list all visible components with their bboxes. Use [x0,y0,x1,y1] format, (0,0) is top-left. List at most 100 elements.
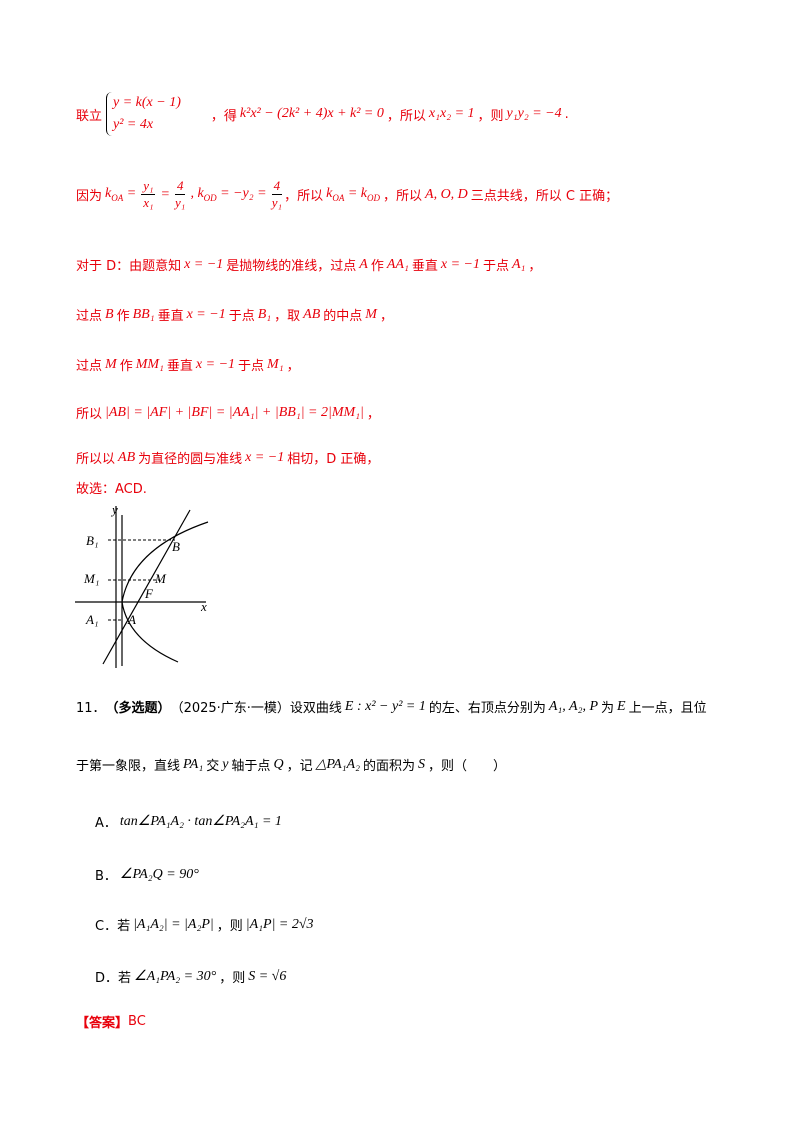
text: 于点 [482,259,509,274]
figure-label: M₁ [83,571,99,586]
solution-line: 所以 |AB| = |AF| + |BF| = |AA₁| + |BB₁| = 2… [76,403,380,423]
text: （多选题） [105,701,171,716]
text: B． [95,869,117,884]
text: 为直径的圆与准线 [138,452,243,467]
parabola [121,521,209,663]
math: Q [273,756,284,772]
text: 联立 [76,108,103,124]
math: MM₁ [135,356,164,372]
text: 垂直 [166,359,193,374]
text: 作 [370,259,384,274]
math: x = −1 [186,306,226,322]
text: 的面积为 [362,759,415,774]
math: x = −1 [195,356,236,372]
subscript: OD [203,193,217,203]
math: |A₁A₂| = |A₂P| [133,916,214,932]
solution-line: 故选：ACD. [76,478,147,497]
solution-line: 过点 B 作 BB₁ 垂直 x = −1 于点 B₁ ，取 AB 的中点 M， [76,305,393,325]
text: 过点 [76,359,103,374]
math: BB₁ [132,306,155,322]
text: 过点 [76,309,103,324]
figure: y x B₁ B M₁ M F A₁ A [75,502,209,668]
math: AA₁ [386,256,409,272]
math: S = √6 [248,968,287,984]
denominator: y₁ [271,195,282,210]
subscript: OD [367,193,380,203]
solution-line: 所以以 AB 为直径的圆与准线 x = −1 相切，D 正确， [76,448,380,468]
text: 于第一象限，直线 [76,759,181,774]
math: A₁, A₂, P [548,698,599,714]
fraction: y₁ x₁ [141,178,156,211]
question-line: 于第一象限，直线 PA₁ 交 y 轴于点 Q ，记 △PA₁A₂ 的面积为 S ，则（ ） [76,755,506,775]
figure-label: M [154,571,167,586]
option: B． ∠PA₂Q = 90° [95,865,202,884]
math: y = k(x − 1) [113,95,181,110]
denominator: x₁ [143,195,154,210]
text: 交 [206,759,220,774]
option: C．若 |A₁A₂| = |A₂P| ，则 |A₁P| = 2√3 [95,915,317,935]
text: ，所以 [383,189,423,204]
text: ，所以 [386,108,426,124]
text: 三点共线，所以 C 正确； [470,189,619,204]
figure-label: x [200,599,207,614]
answer: 【答案】 BC [76,1012,146,1031]
math: y₁y₂ = −4 [506,106,562,121]
text: . [564,106,569,122]
text: 对于 D：由题意知 [76,259,182,274]
math: S [417,756,425,772]
math: △PA₁A₂ [315,757,360,772]
text: ，所以 [284,189,324,204]
math: , kOD = −y₂ = [190,186,266,203]
text: ， [366,407,380,422]
math: ∠PA₂Q = 90° [119,867,199,882]
text: ，取 [274,309,301,324]
text: 垂直 [157,309,184,324]
solution-line: 联立 y = k(x − 1) y² = 4x ，得 k²x² − (2k² + … [76,92,569,136]
text: BC [128,1014,146,1029]
text: ，则（ ） [427,759,506,774]
subscript: OA [111,193,124,203]
figure-label: B₁ [86,533,98,548]
text: 相切，D 正确， [287,452,380,467]
math: B₁ [257,306,272,322]
math: = k [344,186,367,201]
figure-label: A₁ [85,612,98,627]
text: 的中点 [323,309,363,324]
figure-label: F [144,586,154,601]
math: E [617,698,626,714]
text: 故选：ACD. [76,482,147,497]
subscript: OA [332,193,345,203]
text: ， [286,359,300,374]
text: ， [379,309,393,324]
fraction: 4 y₁ [174,178,186,211]
math: M₁ [267,356,284,372]
numerator: 4 [271,178,283,195]
math: A, O, D [425,186,468,202]
math: kOA = kOD [326,186,380,203]
text: 所以以 [76,452,116,467]
math: A₁ [511,256,526,272]
math: E : x² − y² = 1 [344,698,426,714]
math: y [222,756,229,772]
math: = [123,186,137,201]
math: x = −1 [184,256,224,272]
math: x = −1 [245,449,285,465]
text: A． [95,816,117,831]
math: PA₁ [183,756,204,772]
text: D．若 [95,971,132,986]
fraction: 4 y₁ [271,178,283,211]
math: AB [303,306,321,322]
solution-line: 对于 D：由题意知 x = −1 是抛物线的准线，过点 A 作 AA₁ 垂直 x = −1 于点… [76,255,541,275]
option: D．若 ∠A₁PA₂ = 30° ，则 S = √6 [95,967,289,987]
text: 于点 [228,309,255,324]
text: ，记 [286,759,313,774]
text: ，则 [216,919,243,934]
numerator: 4 [174,178,186,195]
math: , k [190,186,204,201]
math: B [105,306,114,322]
figure-label: B [172,539,180,554]
text: 于点 [238,359,265,374]
text: 为 [601,701,615,716]
math: k [105,186,112,201]
